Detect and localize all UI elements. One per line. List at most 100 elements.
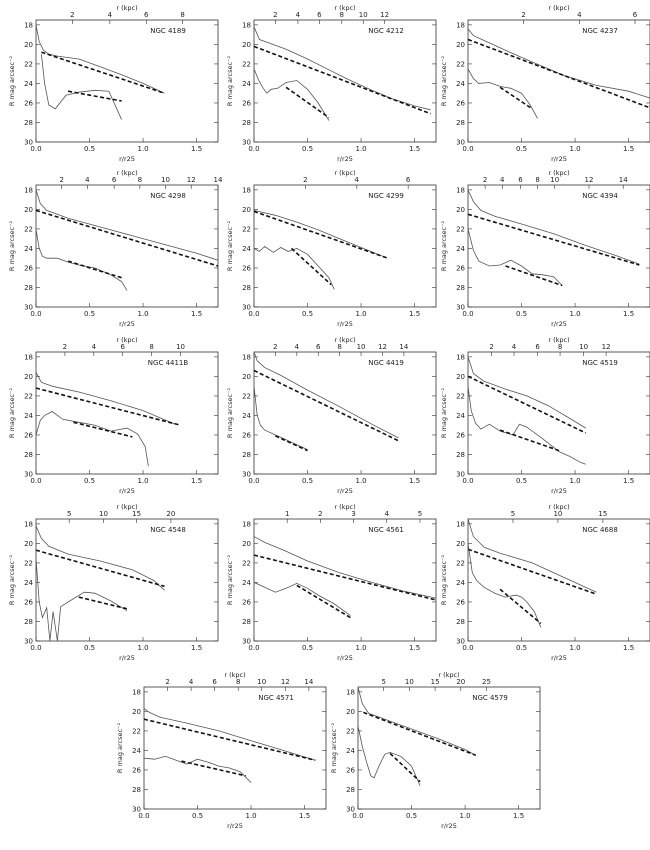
y-axis-title: R mag arcsec⁻²	[8, 56, 16, 107]
y-tick-label: 20	[242, 540, 251, 548]
plot-frame	[35, 351, 219, 475]
y-tick-label: 28	[456, 119, 465, 127]
y-tick-label: 18	[346, 688, 355, 696]
plot-frame	[467, 351, 650, 475]
x-tick-label: 1.5	[191, 477, 202, 485]
y-tick-label: 22	[242, 60, 251, 68]
top-tick-label: 14	[399, 343, 408, 351]
series-profile-fit-line	[41, 51, 165, 94]
y-tick-label: 30	[132, 806, 141, 814]
y-tick-label: 28	[24, 284, 33, 292]
y-tick-label: 20	[24, 41, 33, 49]
y-tick-label: 18	[132, 688, 141, 696]
x-tick-label: 1.0	[245, 812, 256, 820]
y-tick-label: 24	[456, 412, 465, 420]
y-tick-label: 18	[24, 21, 33, 29]
y-tick-label: 20	[242, 41, 251, 49]
y-tick-label: 20	[24, 540, 33, 548]
y-tick-label: 20	[456, 540, 465, 548]
top-tick-label: 4	[512, 343, 517, 351]
series-profile-fit-line	[254, 369, 399, 442]
top-tick-label: 2	[489, 343, 493, 351]
top-tick-label: 4	[296, 11, 301, 19]
series-color-fit-line	[290, 247, 332, 286]
series-profile-fit-line	[254, 45, 431, 115]
y-tick-label: 28	[242, 618, 251, 626]
series-profile-fit-line	[468, 213, 640, 266]
x-tick-label: 0.0	[462, 310, 473, 318]
y-axis-title: R mag arcsec⁻²	[226, 56, 234, 107]
y-tick-label: 26	[132, 766, 141, 774]
x-tick-label: 1.0	[459, 812, 470, 820]
top-tick-label: 1	[285, 510, 289, 518]
y-tick-label: 26	[346, 766, 355, 774]
top-tick-label: 8	[558, 343, 562, 351]
y-tick-label: 28	[456, 284, 465, 292]
top-tick-label: 8	[340, 11, 344, 19]
top-tick-label: 25	[482, 678, 491, 686]
top-tick-label: 2	[59, 176, 63, 184]
series-profile-line	[36, 24, 165, 94]
y-tick-label: 22	[456, 225, 465, 233]
y-tick-label: 30	[242, 638, 251, 646]
y-tick-label: 22	[242, 392, 251, 400]
series-profile-fit-line	[144, 718, 316, 761]
top-tick-label: 20	[166, 510, 175, 518]
top-tick-label: 4	[108, 11, 113, 19]
galaxy-name: NGC 4299	[368, 192, 404, 200]
y-tick-label: 28	[24, 119, 33, 127]
y-tick-label: 24	[346, 747, 355, 755]
y-tick-label: 24	[242, 412, 251, 420]
y-tick-label: 22	[242, 225, 251, 233]
top-axis-title: r (kpc)	[334, 169, 355, 177]
y-tick-label: 26	[242, 264, 251, 272]
x-tick-label: 0.0	[248, 644, 259, 652]
galaxy-name: NGC 4212	[368, 27, 404, 35]
top-tick-label: 10	[553, 510, 562, 518]
y-tick-label: 22	[132, 727, 141, 735]
series-profile-fit-line	[254, 554, 436, 601]
x-axis-title: r/r25	[551, 487, 567, 495]
galaxy-name: NGC 4688	[582, 526, 618, 534]
galaxy-name: NGC 4237	[582, 27, 618, 35]
top-tick-label: 10	[405, 678, 414, 686]
x-axis-title: r/r25	[337, 487, 353, 495]
top-tick-label: 12	[602, 343, 611, 351]
galaxy-name: NGC 4419	[368, 359, 404, 367]
series-color-fit-line	[78, 596, 128, 610]
top-tick-label: 8	[149, 343, 153, 351]
top-tick-label: 14	[619, 176, 628, 184]
series-profile-line	[468, 28, 650, 99]
top-tick-label: 5	[381, 678, 385, 686]
y-tick-label: 30	[346, 806, 355, 814]
x-tick-label: 0.0	[248, 310, 259, 318]
top-tick-label: 6	[112, 176, 117, 184]
series-profile-line	[144, 708, 316, 761]
series-profile-fit-line	[468, 375, 587, 434]
series-profile-line	[254, 210, 383, 257]
series-profile-line	[254, 352, 399, 439]
top-tick-label: 2	[63, 343, 67, 351]
top-tick-label: 4	[92, 343, 97, 351]
top-tick-label: 4	[355, 176, 360, 184]
x-tick-label: 0.5	[516, 145, 527, 153]
y-tick-label: 24	[132, 747, 141, 755]
x-tick-label: 1.0	[137, 477, 148, 485]
y-tick-label: 20	[456, 41, 465, 49]
plot-frame	[253, 351, 437, 475]
x-tick-label: 1.5	[513, 812, 524, 820]
top-tick-label: 6	[212, 678, 217, 686]
y-tick-label: 26	[456, 598, 465, 606]
y-axis-title: R mag arcsec⁻²	[226, 555, 234, 606]
x-axis-title: r/r25	[119, 487, 135, 495]
x-axis-title: r/r25	[337, 320, 353, 328]
series-color-line	[468, 68, 538, 119]
y-tick-label: 20	[24, 206, 33, 214]
y-tick-label: 30	[24, 471, 33, 479]
series-color-line	[254, 582, 351, 616]
top-tick-label: 6	[316, 343, 321, 351]
x-tick-label: 0.5	[84, 477, 95, 485]
